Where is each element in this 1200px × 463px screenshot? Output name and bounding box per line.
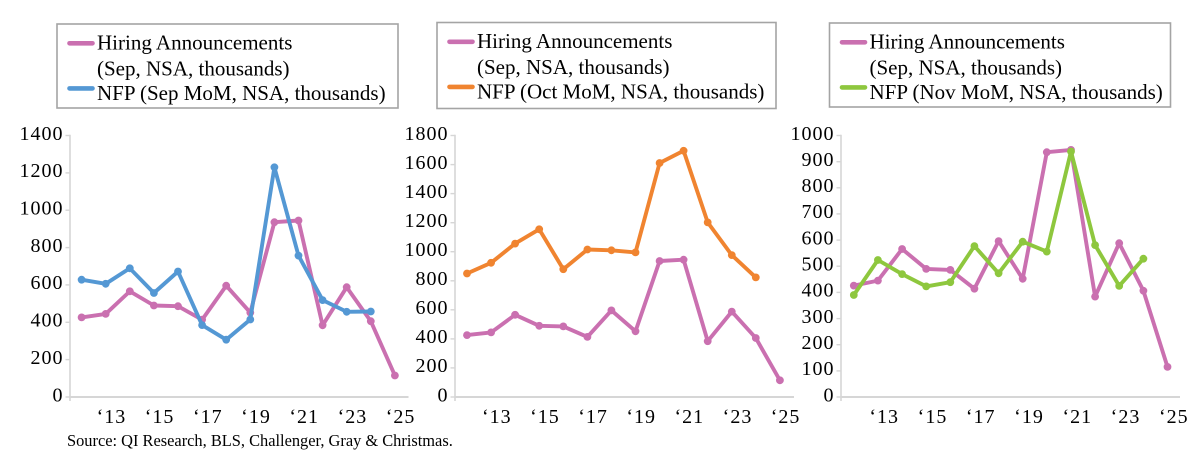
svg-text:800: 800 bbox=[416, 268, 449, 290]
svg-text:Source: QI Research, BLS, Chal: Source: QI Research, BLS, Challenger, Gr… bbox=[67, 431, 453, 450]
svg-text:1000: 1000 bbox=[405, 239, 449, 261]
svg-text:400: 400 bbox=[416, 326, 449, 348]
svg-text:1200: 1200 bbox=[20, 160, 64, 182]
svg-text:900: 900 bbox=[802, 149, 835, 171]
svg-text:200: 200 bbox=[416, 355, 449, 377]
svg-text:1000: 1000 bbox=[791, 123, 835, 145]
svg-text:Hiring Announcements: Hiring Announcements bbox=[870, 30, 1065, 54]
svg-text:‘17: ‘17 bbox=[193, 406, 223, 428]
svg-text:‘23: ‘23 bbox=[338, 406, 368, 428]
svg-text:600: 600 bbox=[802, 227, 835, 249]
svg-text:‘15: ‘15 bbox=[145, 406, 175, 428]
svg-text:‘13: ‘13 bbox=[97, 406, 127, 428]
svg-text:‘19: ‘19 bbox=[241, 406, 271, 428]
svg-text:1400: 1400 bbox=[20, 123, 64, 145]
svg-text:400: 400 bbox=[31, 310, 64, 332]
svg-text:‘25: ‘25 bbox=[771, 406, 801, 428]
svg-text:1000: 1000 bbox=[20, 198, 64, 220]
svg-text:‘15: ‘15 bbox=[918, 406, 948, 428]
svg-text:800: 800 bbox=[31, 235, 64, 257]
svg-text:1400: 1400 bbox=[405, 181, 449, 203]
svg-text:200: 200 bbox=[802, 332, 835, 354]
svg-text:NFP (Oct MoM, NSA, thousands): NFP (Oct MoM, NSA, thousands) bbox=[477, 79, 764, 103]
svg-text:0: 0 bbox=[824, 384, 835, 406]
svg-text:NFP (Sep MoM, NSA, thousands): NFP (Sep MoM, NSA, thousands) bbox=[97, 81, 386, 105]
svg-text:1800: 1800 bbox=[405, 123, 449, 145]
svg-text:‘21: ‘21 bbox=[289, 406, 319, 428]
svg-text:500: 500 bbox=[802, 254, 835, 276]
svg-text:Hiring Announcements: Hiring Announcements bbox=[97, 31, 292, 55]
svg-text:‘21: ‘21 bbox=[1062, 406, 1092, 428]
svg-text:‘21: ‘21 bbox=[674, 406, 704, 428]
svg-text:‘17: ‘17 bbox=[966, 406, 996, 428]
svg-text:‘17: ‘17 bbox=[578, 406, 608, 428]
svg-text:1600: 1600 bbox=[405, 152, 449, 174]
svg-text:0: 0 bbox=[53, 384, 64, 406]
svg-text:0: 0 bbox=[438, 384, 449, 406]
svg-text:1200: 1200 bbox=[405, 210, 449, 232]
svg-text:(Sep, NSA, thousands): (Sep, NSA, thousands) bbox=[870, 56, 1063, 80]
svg-text:(Sep, NSA, thousands): (Sep, NSA, thousands) bbox=[477, 55, 670, 79]
svg-text:Hiring Announcements: Hiring Announcements bbox=[477, 29, 672, 53]
svg-text:‘13: ‘13 bbox=[869, 406, 899, 428]
svg-text:‘23: ‘23 bbox=[1111, 406, 1141, 428]
svg-text:NFP (Nov MoM, NSA, thousands): NFP (Nov MoM, NSA, thousands) bbox=[870, 80, 1163, 104]
svg-text:400: 400 bbox=[802, 280, 835, 302]
svg-text:‘19: ‘19 bbox=[626, 406, 656, 428]
svg-text:200: 200 bbox=[31, 347, 64, 369]
svg-text:800: 800 bbox=[802, 175, 835, 197]
svg-text:‘23: ‘23 bbox=[723, 406, 753, 428]
svg-text:600: 600 bbox=[416, 297, 449, 319]
svg-text:600: 600 bbox=[31, 272, 64, 294]
svg-text:‘13: ‘13 bbox=[482, 406, 512, 428]
svg-text:‘25: ‘25 bbox=[1159, 406, 1189, 428]
svg-text:‘15: ‘15 bbox=[530, 406, 560, 428]
svg-text:700: 700 bbox=[802, 201, 835, 223]
svg-text:‘25: ‘25 bbox=[386, 406, 416, 428]
svg-text:‘19: ‘19 bbox=[1014, 406, 1044, 428]
svg-text:(Sep, NSA, thousands): (Sep, NSA, thousands) bbox=[97, 57, 290, 81]
svg-text:300: 300 bbox=[802, 306, 835, 328]
svg-text:100: 100 bbox=[802, 358, 835, 380]
